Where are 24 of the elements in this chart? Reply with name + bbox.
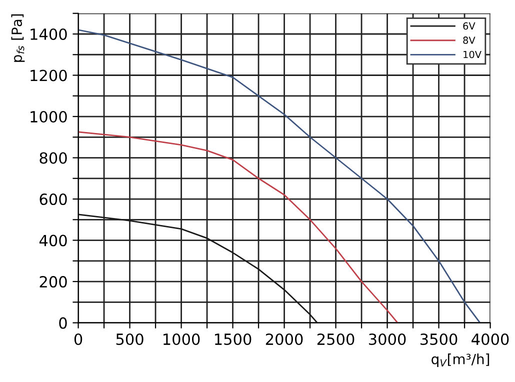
x-axis-title: q$_{V}$[m³/h] — [432, 354, 490, 367]
x-tick-label: 1000 — [164, 333, 200, 346]
x-tick-label: 0 — [74, 333, 82, 346]
x-tick-label: 3000 — [369, 333, 406, 346]
x-tick-label: 2500 — [317, 333, 354, 346]
y-tick-label: 1400 — [30, 28, 67, 40]
y-tick-label: 1200 — [30, 70, 67, 82]
legend-label: 8V — [463, 36, 476, 44]
legend-label: 10V — [464, 50, 482, 58]
x-tick-label: 500 — [116, 333, 144, 346]
x-tick-label: 1500 — [215, 333, 252, 346]
y-tick-label: 1000 — [30, 110, 67, 123]
x-tick-label: 2000 — [266, 333, 303, 346]
y-tick-label: 200 — [40, 276, 67, 288]
line-series — [78, 131, 398, 323]
y-tick-label: 0 — [59, 317, 67, 329]
y-tick-label: 800 — [40, 152, 67, 164]
line-series — [78, 29, 481, 323]
legend-label: 6V — [463, 22, 476, 30]
x-tick-label: 4000 — [472, 333, 509, 346]
y-tick-label: 600 — [40, 193, 67, 206]
y-tick-label: 400 — [39, 234, 67, 246]
y-axis-title: p$_{fs}$ [Pa] — [11, 14, 25, 62]
x-tick-label: 3500 — [420, 333, 458, 346]
